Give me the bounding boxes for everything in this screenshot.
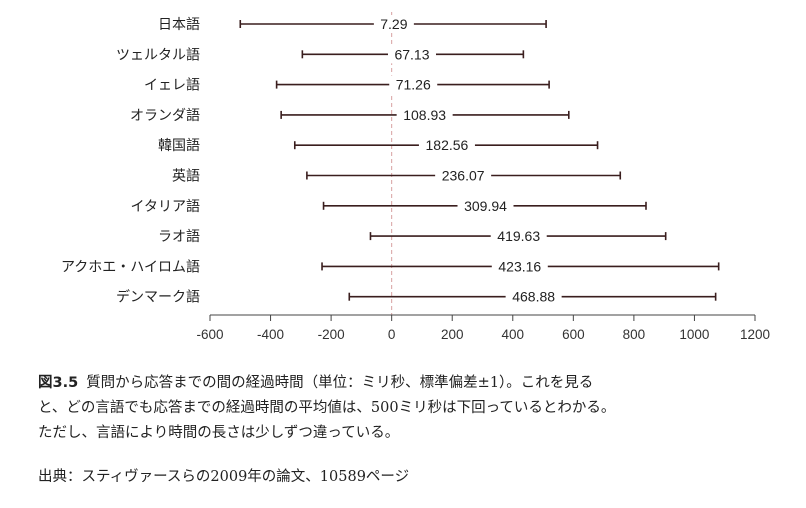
mean-label: 7.29 xyxy=(380,16,407,32)
caption-line-2: と、どの言語でも応答までの経過時間の平均値は、500ミリ秒は下回っているとわかる… xyxy=(38,400,616,416)
figure-label: 図3.5 xyxy=(38,375,79,391)
x-tick-label: 0 xyxy=(388,327,396,342)
mean-label-bg xyxy=(505,287,562,306)
category-label: オランダ語 xyxy=(130,108,200,124)
mean-label: 423.16 xyxy=(498,258,541,274)
figure-caption: 図3.5 質問から応答までの間の経過時間（単位：ミリ秒、標準偏差±1）。これを見る… xyxy=(38,371,798,446)
figure-source: 出典：スティヴァースらの2009年の論文、10589ページ xyxy=(38,469,410,485)
x-tick-label: 600 xyxy=(562,327,585,342)
category-label: ツェルタル語 xyxy=(116,47,200,63)
mean-label: 67.13 xyxy=(394,46,429,62)
mean-label: 236.07 xyxy=(442,168,485,184)
category-label: デンマーク語 xyxy=(116,289,200,306)
caption-line-3: ただし、言語により時間の長さは少しずつ違っている。 xyxy=(38,425,400,441)
category-label: 韓国語 xyxy=(158,138,200,154)
category-label: イタリア語 xyxy=(131,199,200,215)
x-tick-label: -400 xyxy=(257,327,284,342)
mean-label-bg xyxy=(389,75,438,94)
mean-label-bg xyxy=(396,105,453,124)
mean-label-bg xyxy=(418,136,475,155)
caption-text-1: 質問から応答までの間の経過時間（単位：ミリ秒、標準偏差±1）。これを見る xyxy=(86,375,594,391)
category-label: 日本語 xyxy=(158,17,200,33)
mean-label-bg xyxy=(490,227,547,246)
x-tick-label: 400 xyxy=(502,327,525,342)
x-tick-label: 800 xyxy=(623,327,646,342)
x-tick-label: 200 xyxy=(441,327,464,342)
mean-label-bg xyxy=(387,45,436,64)
mean-label-bg xyxy=(373,15,414,33)
caption-line-1: 図3.5 質問から応答までの間の経過時間（単位：ミリ秒、標準偏差±1）。これを見る xyxy=(38,371,798,396)
mean-label-bg xyxy=(435,166,492,185)
mean-label-bg xyxy=(491,257,548,276)
category-label: ラオ語 xyxy=(158,229,200,245)
category-label: イェレ語 xyxy=(144,78,200,94)
mean-label: 419.63 xyxy=(497,228,540,244)
x-tick-label: -600 xyxy=(196,327,223,342)
x-tick-label: -200 xyxy=(318,327,345,342)
category-label: アクホエ・ハイロム語 xyxy=(61,259,200,275)
mean-label-bg xyxy=(457,196,514,215)
mean-label: 309.94 xyxy=(464,198,507,214)
x-tick-label: 1200 xyxy=(740,327,770,342)
category-label: 英語 xyxy=(172,168,200,185)
mean-label: 108.93 xyxy=(403,107,446,123)
mean-label: 182.56 xyxy=(426,137,469,153)
mean-label: 71.26 xyxy=(396,77,431,93)
x-tick-label: 1000 xyxy=(679,327,709,342)
mean-label: 468.88 xyxy=(512,289,555,305)
error-bar-chart: 日本語 7.29 ツェルタル語 67.13 イェレ語 71.26 オランダ語 108.93 韓国… xyxy=(61,12,770,342)
